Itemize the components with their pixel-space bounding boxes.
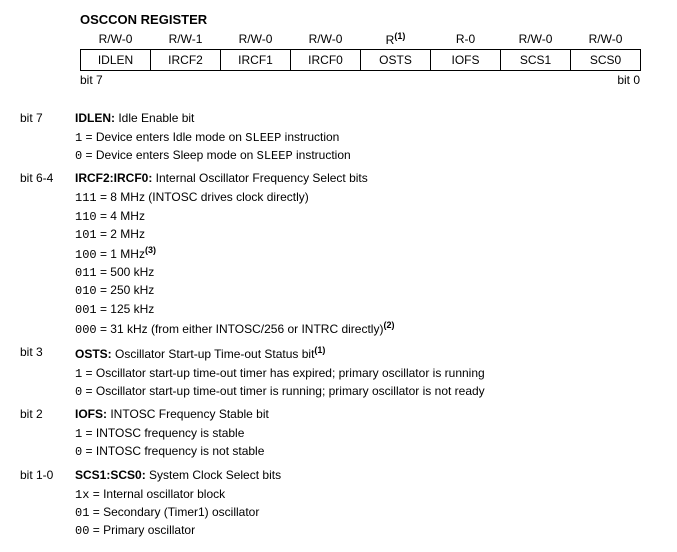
bitname-cell: IRCF1 xyxy=(221,50,291,71)
bit-value-line: 01 = Secondary (Timer1) oscillator xyxy=(75,504,657,521)
bit-row: bit 2IOFS: INTOSC Frequency Stable bit 1 … xyxy=(20,407,657,461)
rw-cell: R/W-0 xyxy=(221,29,291,50)
rw-cell: R/W-0 xyxy=(291,29,361,50)
bit-row: bit 3OSTS: Oscillator Start-up Time-out … xyxy=(20,345,657,401)
bit-value-line: 110 = 4 MHz xyxy=(75,208,657,225)
bit-header: SCS1:SCS0: System Clock Select bits xyxy=(75,468,657,482)
bit-value-line: 010 = 250 kHz xyxy=(75,282,657,299)
rw-cell: R/W-0 xyxy=(571,29,641,50)
bitname-cell: IRCF2 xyxy=(151,50,221,71)
bit-header: IOFS: INTOSC Frequency Stable bit xyxy=(75,407,657,421)
rw-cell: R/W-1 xyxy=(151,29,221,50)
bit-value-line: 1x = Internal oscillator block xyxy=(75,486,657,503)
bit-value-line: 00 = Primary oscillator xyxy=(75,522,657,539)
bit-body: OSTS: Oscillator Start-up Time-out Statu… xyxy=(75,345,657,401)
bit-header: IDLEN: Idle Enable bit xyxy=(75,111,657,125)
bit-value-line: 101 = 2 MHz xyxy=(75,226,657,243)
rw-cell: R/W-0 xyxy=(81,29,151,50)
bitname-cell: SCS0 xyxy=(571,50,641,71)
bitname-cell: IRCF0 xyxy=(291,50,361,71)
bit-value-line: 1 = Device enters Idle mode on SLEEP ins… xyxy=(75,129,657,146)
bit-value-line: 011 = 500 kHz xyxy=(75,264,657,281)
bitname-cell: OSTS xyxy=(361,50,431,71)
bitname-cell: SCS1 xyxy=(501,50,571,71)
bit-row: bit 7IDLEN: Idle Enable bit 1 = Device en… xyxy=(20,111,657,165)
bit-range: bit 3 xyxy=(20,345,75,401)
rw-cell: R(1) xyxy=(361,29,431,50)
bit-body: IRCF2:IRCF0: Internal Oscillator Frequen… xyxy=(75,171,657,339)
rw-cell: R/W-0 xyxy=(501,29,571,50)
bit-range: bit 1-0 xyxy=(20,468,75,541)
bit-range: bit 7 xyxy=(20,111,75,165)
bitname-cell: IDLEN xyxy=(81,50,151,71)
bit-body: SCS1:SCS0: System Clock Select bits 1x = … xyxy=(75,468,657,541)
bit-row: bit 1-0SCS1:SCS0: System Clock Select bi… xyxy=(20,468,657,541)
bit-body: IDLEN: Idle Enable bit 1 = Device enters … xyxy=(75,111,657,165)
rw-cell: R-0 xyxy=(431,29,501,50)
bit-value-line: 001 = 125 kHz xyxy=(75,301,657,318)
register-title: OSCCON REGISTER xyxy=(80,12,657,27)
bitname-cell: IOFS xyxy=(431,50,501,71)
bit-descriptions: bit 7IDLEN: Idle Enable bit 1 = Device en… xyxy=(20,111,657,540)
bit-header: IRCF2:IRCF0: Internal Oscillator Frequen… xyxy=(75,171,657,185)
bit-header: OSTS: Oscillator Start-up Time-out Statu… xyxy=(75,345,657,361)
bit-value-line: 1 = Oscillator start-up time-out timer h… xyxy=(75,365,657,382)
bit-value-line: 100 = 1 MHz(3) xyxy=(75,244,657,263)
bit-value-line: 1 = INTOSC frequency is stable xyxy=(75,425,657,442)
bit-value-line: 111 = 8 MHz (INTOSC drives clock directl… xyxy=(75,189,657,206)
bit-row: bit 6-4IRCF2:IRCF0: Internal Oscillator … xyxy=(20,171,657,339)
bit7-label: bit 7 xyxy=(80,73,103,87)
bit-value-line: 0 = Device enters Sleep mode on SLEEP in… xyxy=(75,147,657,164)
bit-value-line: 0 = INTOSC frequency is not stable xyxy=(75,443,657,460)
bit-value-line: 000 = 31 kHz (from either INTOSC/256 or … xyxy=(75,319,657,338)
register-diagram: R/W-0R/W-1R/W-0R/W-0R(1)R-0R/W-0R/W-0 ID… xyxy=(80,29,657,87)
bit-body: IOFS: INTOSC Frequency Stable bit 1 = INT… xyxy=(75,407,657,461)
bit-value-line: 0 = Oscillator start-up time-out timer i… xyxy=(75,383,657,400)
bit0-label: bit 0 xyxy=(617,73,640,87)
bit-range: bit 6-4 xyxy=(20,171,75,339)
bit-range: bit 2 xyxy=(20,407,75,461)
